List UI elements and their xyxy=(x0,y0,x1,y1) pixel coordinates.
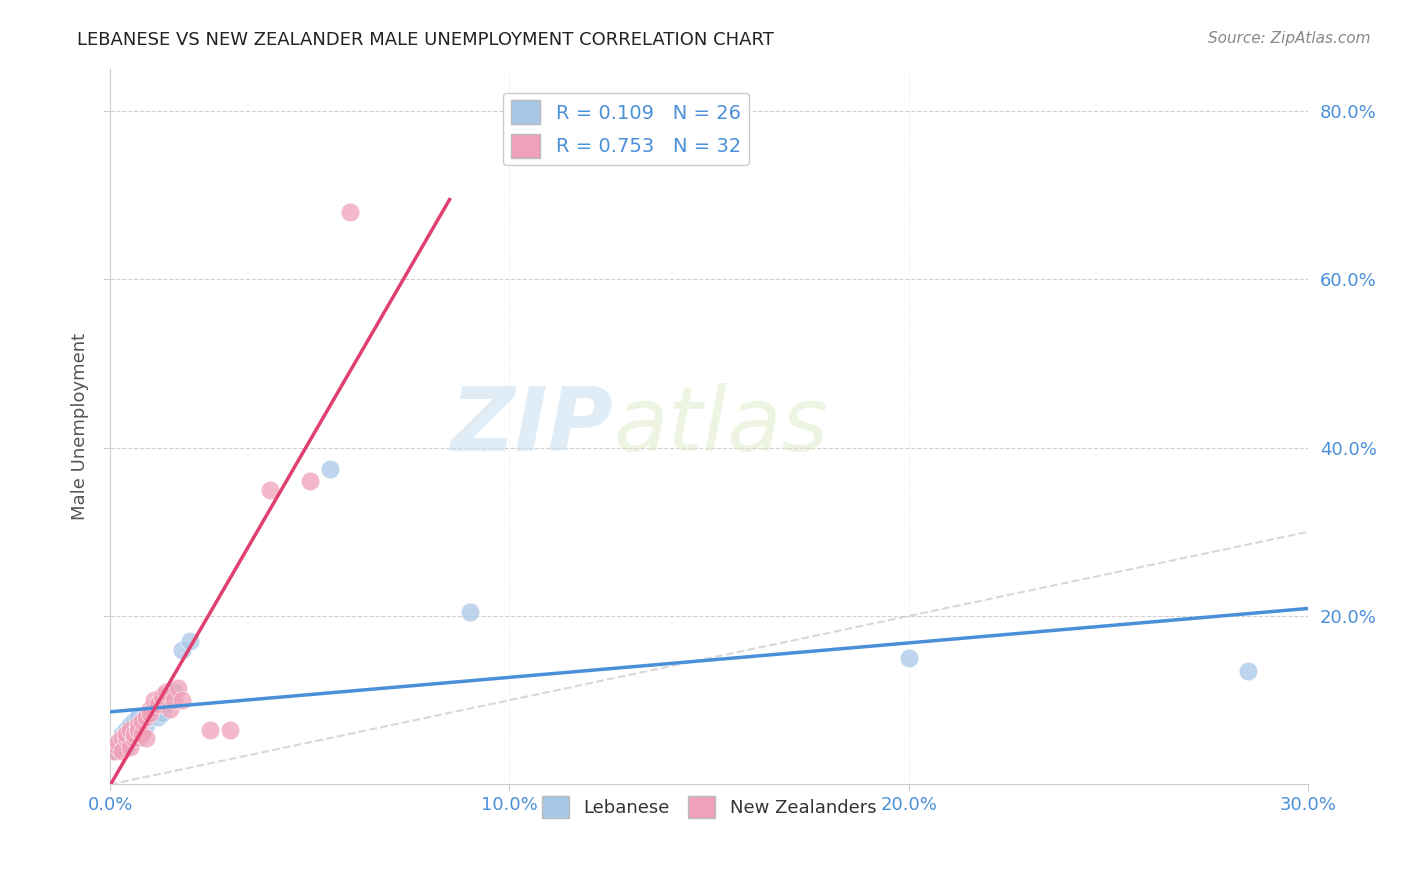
Point xyxy=(115,727,138,741)
Point xyxy=(107,735,129,749)
Point xyxy=(118,718,141,732)
Point xyxy=(118,723,141,737)
Point xyxy=(319,461,342,475)
Point xyxy=(107,735,129,749)
Point xyxy=(298,474,321,488)
Point xyxy=(163,693,186,707)
Point xyxy=(458,605,481,619)
Point xyxy=(135,731,157,745)
Point xyxy=(159,701,181,715)
Point xyxy=(163,685,186,699)
Point xyxy=(135,710,157,724)
Point xyxy=(259,483,281,497)
Point xyxy=(131,714,153,729)
Point xyxy=(111,727,134,741)
Point xyxy=(146,710,169,724)
Point xyxy=(170,642,193,657)
Point xyxy=(122,727,145,741)
Point xyxy=(155,685,177,699)
Text: ZIP: ZIP xyxy=(450,383,613,470)
Point xyxy=(127,731,149,745)
Point xyxy=(122,727,145,741)
Point xyxy=(150,689,173,703)
Point xyxy=(155,698,177,712)
Point xyxy=(150,706,173,720)
Point xyxy=(122,714,145,729)
Point xyxy=(115,723,138,737)
Point xyxy=(122,731,145,745)
Point xyxy=(127,723,149,737)
Text: LEBANESE VS NEW ZEALANDER MALE UNEMPLOYMENT CORRELATION CHART: LEBANESE VS NEW ZEALANDER MALE UNEMPLOYM… xyxy=(77,31,775,49)
Point xyxy=(131,727,153,741)
Point xyxy=(179,634,201,648)
Point xyxy=(118,735,141,749)
Point xyxy=(118,739,141,754)
Point xyxy=(139,706,162,720)
Point xyxy=(139,710,162,724)
Point xyxy=(339,204,361,219)
Point xyxy=(107,739,129,754)
Point xyxy=(897,651,920,665)
Point xyxy=(103,744,125,758)
Point xyxy=(135,718,157,732)
Y-axis label: Male Unemployment: Male Unemployment xyxy=(72,333,89,520)
Point xyxy=(167,681,190,695)
Point xyxy=(115,731,138,745)
Legend: Lebanese, New Zealanders: Lebanese, New Zealanders xyxy=(534,789,883,825)
Point xyxy=(139,701,162,715)
Point xyxy=(127,718,149,732)
Point xyxy=(219,723,242,737)
Text: atlas: atlas xyxy=(613,384,828,469)
Point xyxy=(143,701,166,715)
Point xyxy=(111,731,134,745)
Point xyxy=(131,723,153,737)
Point xyxy=(170,693,193,707)
Point xyxy=(115,739,138,754)
Point xyxy=(103,744,125,758)
Point xyxy=(1237,664,1260,678)
Point xyxy=(143,693,166,707)
Point xyxy=(127,710,149,724)
Point xyxy=(111,744,134,758)
Point xyxy=(198,723,221,737)
Point xyxy=(146,698,169,712)
Text: Source: ZipAtlas.com: Source: ZipAtlas.com xyxy=(1208,31,1371,46)
Point xyxy=(111,731,134,745)
